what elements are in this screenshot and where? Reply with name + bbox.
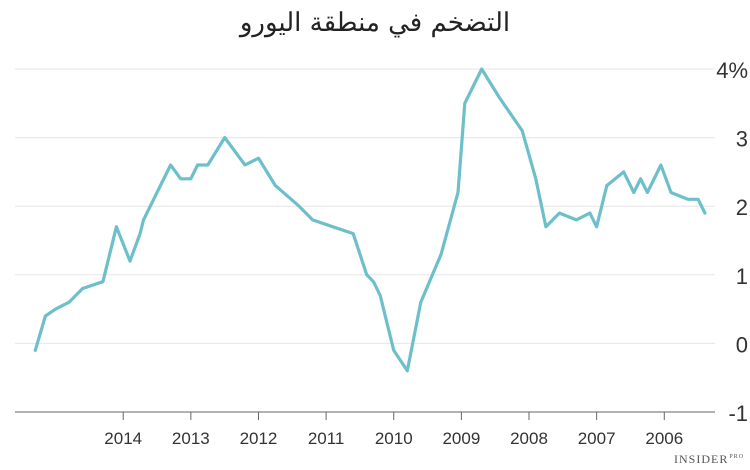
y-tick-label: 2: [736, 195, 748, 220]
brand-name: INSIDER: [673, 452, 729, 466]
x-tick-label: 2011: [308, 429, 345, 448]
gridlines: [15, 68, 715, 344]
x-tick-label: 2009: [442, 429, 480, 448]
x-tick-label: 2013: [172, 429, 210, 448]
brand-logo: INSIDERPRO: [674, 452, 744, 467]
series-line: [33, 67, 707, 373]
x-tick-label: 2008: [510, 429, 548, 448]
y-tick-label: 4%: [716, 58, 748, 83]
x-tick-label: 2010: [375, 429, 413, 448]
x-axis: [15, 411, 715, 420]
x-tick-label: 2006: [645, 429, 683, 448]
y-tick-label: 1: [736, 264, 748, 289]
tick-labels: 4% 3 2 1 0 -1 2014 2013 2012 2011 2010 2009 2008 2007…: [104, 58, 748, 448]
x-tick-label: 2014: [104, 429, 142, 448]
x-tick-label: 2012: [240, 429, 278, 448]
y-tick-label: 0: [736, 332, 748, 357]
y-tick-label: -1: [728, 401, 748, 426]
y-tick-label: 3: [736, 127, 748, 152]
x-tick-label: 2007: [578, 429, 616, 448]
series-layer: [33, 67, 707, 373]
chart-title: التضخم في منطقة اليورو: [239, 8, 511, 38]
brand-suffix: PRO: [729, 454, 744, 460]
